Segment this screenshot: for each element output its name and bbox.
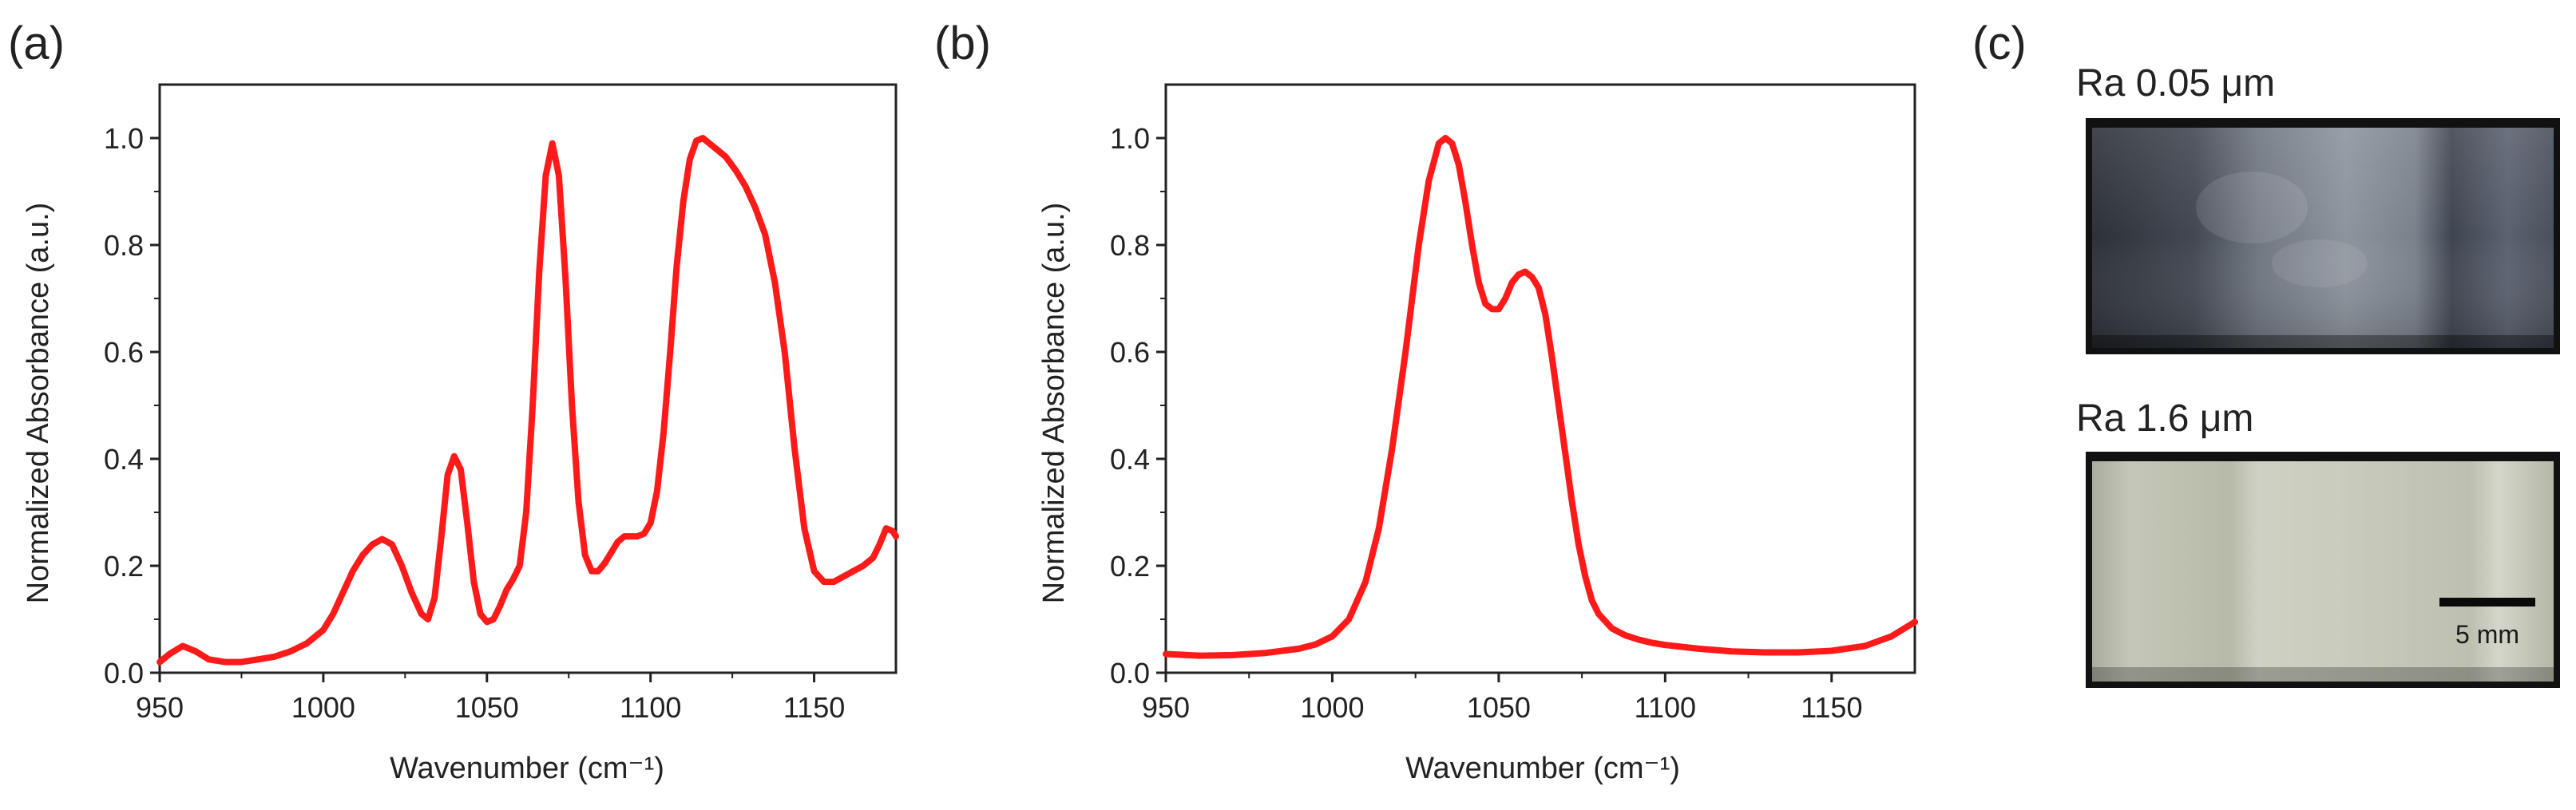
photo-top-sample: [2086, 118, 2560, 354]
chart-a-xtick-label-2: 1050: [455, 691, 519, 724]
chart-a-xtick-label-0: 950: [136, 691, 184, 724]
chart-b-xtick-label-4: 1150: [1801, 691, 1862, 724]
chart-b-ytick-label-5: 1.0: [1110, 122, 1150, 155]
chart-a-ytick-label-5: 1.0: [104, 122, 144, 155]
chart-b-xtick-label-2: 1050: [1467, 691, 1531, 724]
photo-top-shading: [2092, 128, 2554, 348]
chart-b-xtick-label-0: 950: [1142, 691, 1190, 724]
panel-label-a: (a): [8, 18, 65, 69]
photo-bottom-label: Ra 1.6 μm: [2076, 397, 2253, 440]
chart-b-marks: 950 1000 1050 1100 1150 0.0 0.2 0.4 0.6 0.8 1.0: [1110, 83, 1918, 724]
chart-a-xtick-label-1: 1000: [291, 691, 355, 724]
photo-top-glare-2: [2272, 239, 2368, 287]
chart-b-ytick-label-0: 0.0: [1110, 657, 1150, 689]
chart-b-ytick-label-2: 0.4: [1110, 443, 1150, 476]
chart-a-ytick-label-1: 0.2: [104, 550, 144, 583]
chart-b-series-line-0: [1163, 135, 1918, 659]
chart-a-ytick-label-3: 0.6: [104, 336, 144, 369]
chart-b-xlabel: Wavenumber (cm⁻¹): [1405, 752, 1680, 785]
chart-a-ylabel: Normalized Absorbance (a.u.): [22, 203, 55, 604]
chart-a-xtick-label-4: 1150: [783, 691, 845, 724]
photo-bottom-sample: 5 mm: [2086, 452, 2560, 688]
chart-a-ytick-label-0: 0.0: [104, 657, 144, 689]
chart-b-ylabel: Normalized Absorbance (a.u.): [1037, 203, 1071, 604]
chart-a-ytick-label-4: 0.8: [104, 229, 144, 262]
panel-label-b: (b): [934, 18, 991, 69]
photo-top-label: Ra 0.05 μm: [2076, 62, 2275, 105]
chart-a: 950 1000 1050 1100 1150 0.0 0.2 0.4 0.6 0.8 1.0 Wa…: [22, 83, 899, 785]
chart-a-plot-frame: [158, 83, 898, 674]
chart-a-ytick-label-2: 0.4: [104, 443, 144, 476]
chart-a-xlabel: Wavenumber (cm⁻¹): [390, 752, 664, 785]
chart-b-ytick-label-3: 0.6: [1110, 336, 1150, 369]
scale-bar: [2439, 598, 2535, 607]
photo-panel: Ra 0.05 μm Ra 1.6 μm 5 mm: [2076, 62, 2560, 688]
chart-b-plot-frame: [1164, 83, 1916, 674]
chart-a-series-line-0: [157, 135, 899, 666]
chart-b-ytick-label-1: 0.2: [1110, 550, 1150, 583]
photo-top-glare: [2196, 172, 2308, 243]
photo-bottom-edge: [2092, 667, 2554, 682]
chart-a-xtick-label-3: 1100: [620, 691, 681, 724]
chart-b-ytick-label-4: 0.8: [1110, 229, 1150, 262]
photo-top-edge: [2092, 335, 2554, 348]
chart-a-marks: 950 1000 1050 1100 1150 0.0 0.2 0.4 0.6 0.8 1.0: [104, 83, 899, 724]
chart-b-xtick-label-1: 1000: [1300, 691, 1364, 724]
chart-b-xtick-label-3: 1100: [1635, 691, 1696, 724]
panel-label-c: (c): [1972, 18, 2027, 69]
scale-bar-label: 5 mm: [2455, 620, 2519, 649]
chart-b: 950 1000 1050 1100 1150 0.0 0.2 0.4 0.6 0.8 1.0 Wa…: [1037, 83, 1918, 785]
photo-bottom-surface: [2092, 461, 2554, 682]
